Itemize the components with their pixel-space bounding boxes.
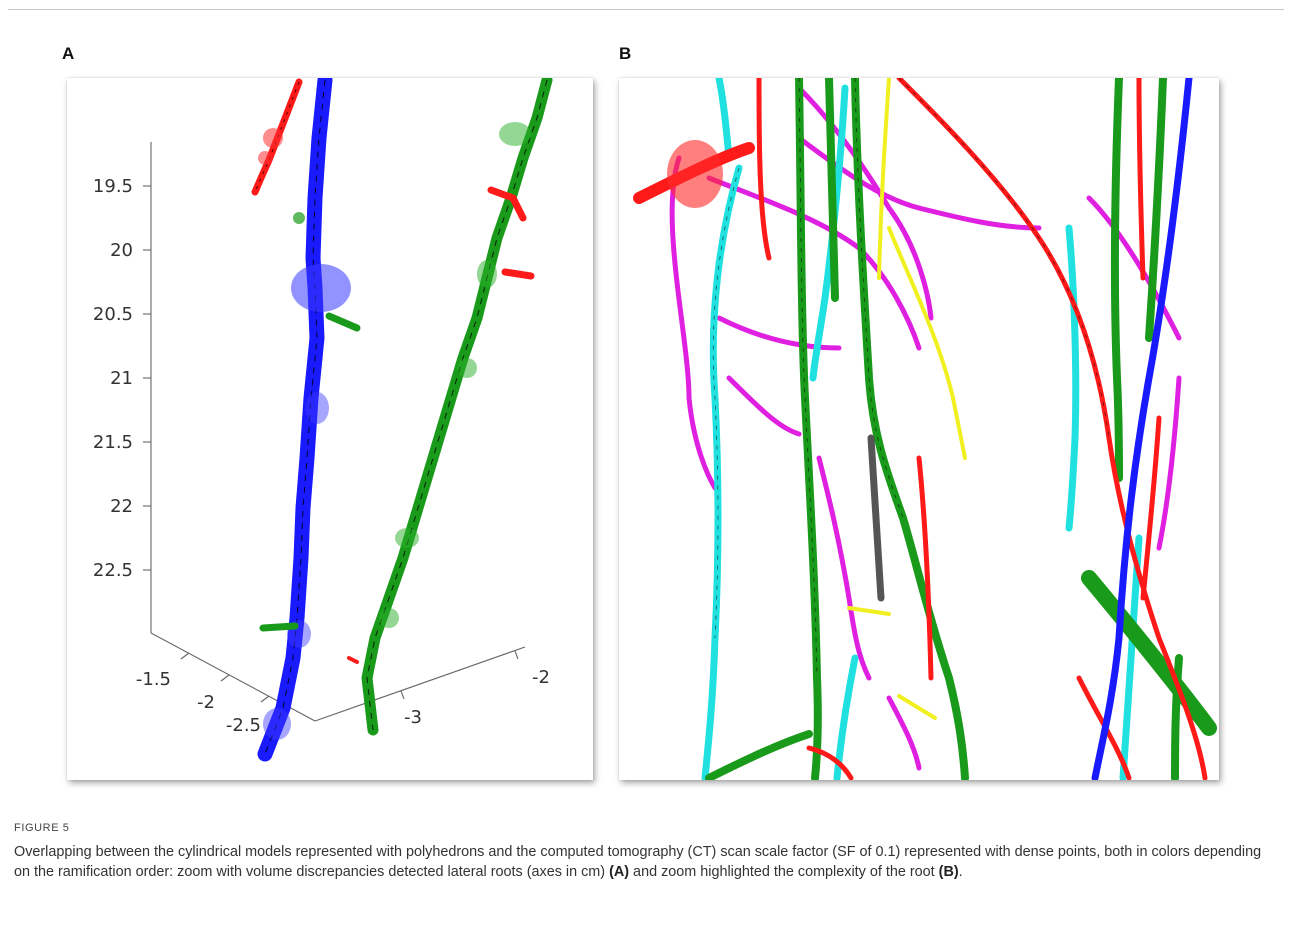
x-tick-label: -2.5	[226, 715, 261, 736]
yellow-roots	[847, 78, 967, 720]
y-tick-label: -3	[404, 707, 422, 728]
x-tick-label: -1.5	[136, 669, 171, 690]
z-tick-label: 19.5	[93, 176, 133, 197]
figure-label: FIGURE 5	[14, 822, 70, 834]
panel-a-root-model-plot: 19.5 20 20.5 21 21.5 22 22.5 -1.5 -2 -2.…	[67, 78, 593, 780]
caption-ref-a: (A)	[609, 864, 630, 880]
panel-label-a: A	[62, 44, 75, 63]
panel-b-root-complexity-plot	[619, 78, 1219, 780]
green-roots	[705, 78, 1217, 780]
z-tick-label: 20	[110, 240, 133, 261]
green-lateral-stubs	[259, 212, 361, 632]
green-secondary-root	[361, 78, 553, 736]
red-lateral-stubs	[347, 186, 535, 664]
blue-roots	[1091, 78, 1193, 780]
z-tick-label: 21.5	[93, 432, 133, 453]
z-tick-label: 20.5	[93, 304, 133, 325]
caption-ref-b: (B)	[938, 864, 959, 880]
y-tick-label: -2	[532, 667, 550, 688]
figure-caption-text: Overlapping between the cylindrical mode…	[14, 842, 1264, 882]
segment-markings	[712, 78, 1110, 679]
panel-a-svg: 19.5 20 20.5 21 21.5 22 22.5 -1.5 -2 -2.…	[93, 78, 553, 762]
gray-root	[867, 434, 885, 602]
y-axis-line	[314, 646, 526, 722]
top-rule	[8, 9, 1284, 10]
magenta-roots	[669, 85, 1182, 771]
z-tick-label: 22	[110, 496, 133, 517]
panel-b-svg	[633, 78, 1217, 780]
x-tick-label: -2	[197, 692, 215, 713]
z-tick-label: 22.5	[93, 560, 133, 581]
figure-caption: FIGURE 5 Overlapping between the cylindr…	[14, 822, 1264, 882]
red-point-cloud	[667, 140, 723, 208]
caption-text-part: .	[958, 864, 963, 880]
z-tick-label: 21	[110, 368, 133, 389]
cyan-roots	[701, 78, 1143, 780]
blue-primary-root	[257, 78, 351, 762]
caption-text-part: Overlapping between the cylindrical mode…	[14, 844, 1262, 880]
caption-text-part: and zoom highlighted the complexity of t…	[629, 864, 939, 880]
red-lateral-root-top	[251, 78, 303, 196]
panel-a-axes	[143, 142, 526, 722]
panel-label-b: B	[619, 44, 632, 63]
